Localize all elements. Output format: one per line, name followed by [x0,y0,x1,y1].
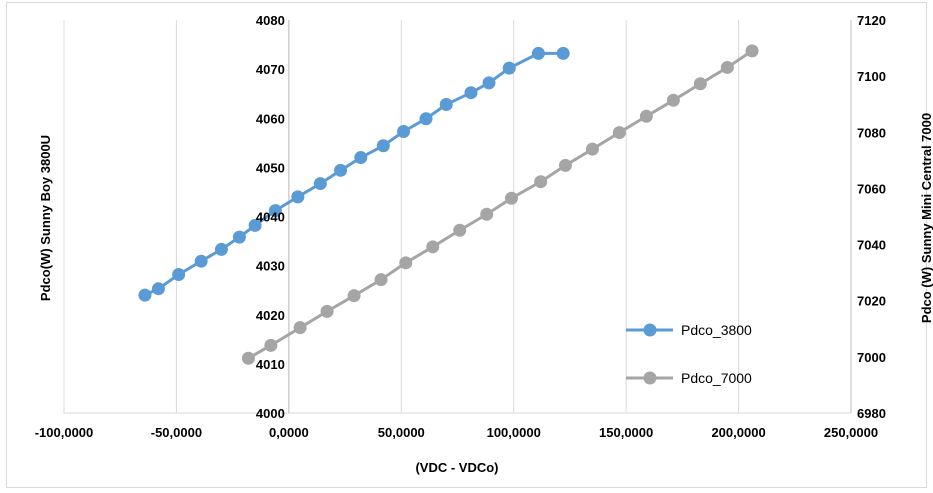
data-point [558,158,572,172]
x-axis-title: (VDC - VDCo) [415,460,498,475]
left-y-tick-label: 4020 [256,308,285,323]
data-point [232,230,246,244]
data-point [439,97,453,111]
data-point [293,321,307,335]
series-layer [138,44,759,365]
data-point [151,282,165,296]
data-point [376,139,390,153]
right-y-tick-label: 7060 [857,181,886,196]
legend-marker-pdco-7000 [643,371,657,385]
legend: Pdco_3800 Pdco_7000 [626,322,752,386]
data-point [556,46,570,60]
data-point [453,223,467,237]
data-point [214,242,228,256]
left-y-tick-label: 4000 [256,406,285,421]
left-y-tick-label: 4050 [256,160,285,175]
data-point [397,125,411,139]
data-point [241,351,255,365]
left-y-tick-label: 4010 [256,357,285,372]
left-y-tick-label: 4040 [256,210,285,225]
data-point [320,304,334,318]
x-tick-label: 0,0000 [269,425,309,440]
axes [64,20,852,414]
data-point [374,273,388,287]
data-point [531,46,545,60]
left-y-axis-title: Pdco(W) Sunny Boy 3800U [38,135,53,301]
data-point [334,163,348,177]
right-y-tick-label: 7040 [857,238,886,253]
chart-frame [6,2,927,488]
legend-marker-pdco-3800 [643,323,657,337]
left-y-tick-label: 4080 [256,13,285,28]
data-point [745,44,759,58]
x-tick-label: -100,0000 [35,425,94,440]
data-point [426,240,440,254]
data-point [482,76,496,90]
data-point [354,151,368,165]
data-point [399,256,413,270]
left-y-tick-label: 4060 [256,111,285,126]
data-point [313,177,327,191]
legend-item-pdco-7000: Pdco_7000 [626,370,752,386]
gridlines [63,20,852,413]
data-point [504,191,518,205]
right-y-tick-label: 7020 [857,294,886,309]
left-y-tick-label: 4070 [256,62,285,77]
data-point [666,93,680,107]
x-tick-label: 250,0000 [824,425,878,440]
data-point [172,267,186,281]
x-tick-label: 100,0000 [487,425,541,440]
right-y-tick-label: 7080 [857,125,886,140]
data-point [720,60,734,74]
data-point [480,207,494,221]
right-y-tick-label: 7120 [857,13,886,28]
data-point [693,77,707,91]
right-y-tick-label: 7100 [857,69,886,84]
x-tick-label: -50,0000 [151,425,202,440]
tick-labels: -100,0000 -50,0000 0,0000 50,0000 100,0000 15… [35,13,886,440]
data-point [248,218,262,232]
right-y-tick-label: 7000 [857,350,886,365]
legend-label-pdco-7000: Pdco_7000 [681,370,752,386]
legend-label-pdco-3800: Pdco_3800 [681,322,752,338]
data-point [464,86,478,100]
data-point [502,61,516,75]
data-point [264,338,278,352]
series-line [144,51,564,297]
x-tick-label: 200,0000 [711,425,765,440]
data-point [291,190,305,204]
data-point [194,254,208,268]
data-point [347,289,361,303]
series-pdco-7000 [241,44,759,365]
x-tick-label: 150,0000 [599,425,653,440]
data-point [534,175,548,189]
series-pdco-3800 [138,46,570,302]
data-point [585,142,599,156]
data-point [419,112,433,126]
data-point [138,288,152,302]
x-tick-label: 50,0000 [378,425,425,440]
data-point [612,126,626,140]
data-point [639,109,653,123]
right-y-axis-title: Pdco (W) Sunny Mini Central 7000 [919,113,933,323]
right-y-tick-label: 6980 [857,406,886,421]
left-y-tick-label: 4030 [256,259,285,274]
data-point [268,204,282,218]
legend-item-pdco-3800: Pdco_3800 [626,322,752,338]
